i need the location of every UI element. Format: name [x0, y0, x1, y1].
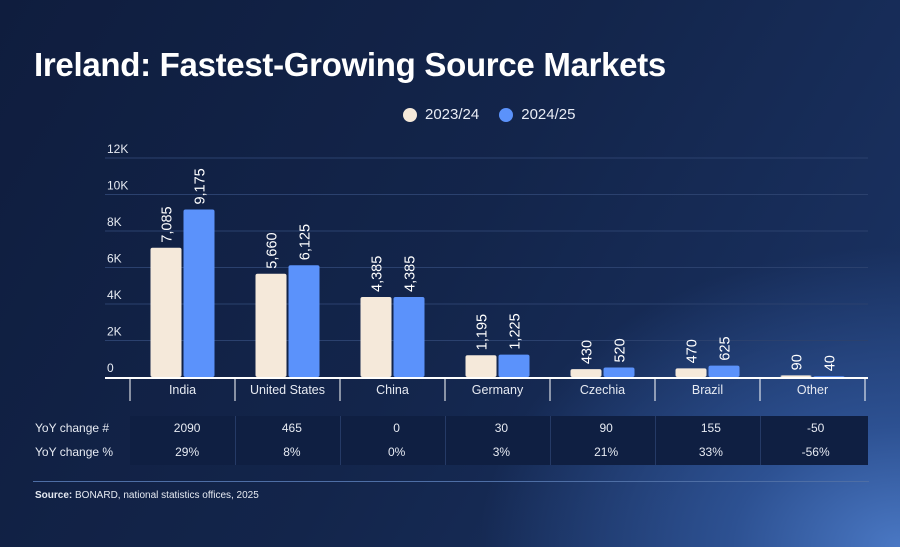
table-column-divider — [760, 416, 761, 465]
bar — [150, 247, 182, 377]
bar — [708, 365, 740, 377]
y-tick-label: 12K — [107, 142, 128, 156]
data-label: 4,385 — [403, 256, 419, 292]
table-column-divider — [445, 416, 446, 465]
data-label: 4,385 — [370, 256, 386, 292]
bar — [360, 296, 392, 377]
data-label: 9,175 — [193, 168, 209, 204]
table-cell: 21% — [594, 445, 619, 459]
table-row: YoY change # 2090 465 0 30 90 155 -50 — [30, 416, 868, 440]
data-label: 6,125 — [298, 224, 314, 260]
data-label: 625 — [718, 336, 734, 360]
table-cell: 0 — [393, 421, 400, 435]
table-column-divider — [550, 416, 551, 465]
table-cell: 2090 — [173, 421, 201, 435]
table-cell: -50 — [806, 421, 825, 435]
data-label: 40 — [823, 355, 839, 371]
data-label: 90 — [790, 354, 806, 370]
bar — [570, 369, 602, 377]
data-label: 520 — [613, 338, 629, 362]
x-tick-label: Brazil — [692, 383, 723, 397]
table-cell: 0% — [387, 445, 406, 459]
bar — [498, 354, 530, 377]
table-cell: 155 — [700, 421, 721, 435]
table-background — [130, 416, 868, 465]
data-label: 5,660 — [265, 232, 281, 268]
bar — [288, 265, 320, 377]
source-note: Source: BONARD, national statistics offi… — [35, 490, 259, 501]
table-cell: 29% — [175, 445, 200, 459]
y-tick-label: 10K — [107, 179, 128, 193]
y-tick-label: 6K — [107, 252, 122, 266]
row-label: YoY change # — [35, 421, 110, 435]
bar — [183, 209, 215, 377]
bar — [813, 376, 845, 377]
table-cell: 30 — [494, 421, 509, 435]
data-label: 1,225 — [508, 313, 524, 349]
bar — [393, 296, 425, 377]
legend-swatch — [403, 107, 417, 122]
table-cell: 465 — [281, 421, 302, 435]
table-cell: 3% — [492, 445, 511, 459]
table-row: YoY change % 29% 8% 0% 3% 21% 33% -56% — [30, 440, 868, 464]
source-label: Source: — [35, 490, 73, 501]
legend: 2023/24 2024/25 — [403, 106, 575, 123]
table-cell: 33% — [698, 445, 723, 459]
data-label: 7,085 — [160, 206, 176, 242]
table-column-divider — [655, 416, 656, 465]
table-column-divider — [340, 416, 341, 465]
table-cell: 90 — [599, 421, 613, 435]
chart-title: Ireland: Fastest-Growing Source Markets — [34, 46, 666, 83]
y-tick-label: 8K — [107, 215, 122, 229]
legend-item-2023-24: 2023/24 — [403, 106, 479, 123]
x-tick-label: Czechia — [580, 383, 625, 397]
bar — [603, 367, 635, 377]
bar — [255, 273, 287, 377]
source-text: BONARD, national statistics offices, 202… — [72, 490, 259, 501]
legend-swatch — [499, 107, 514, 122]
table-column-divider — [235, 416, 236, 465]
x-tick-label: Germany — [472, 383, 524, 397]
y-tick-label: 0 — [107, 361, 114, 375]
divider — [33, 481, 869, 482]
x-tick-label: Other — [797, 383, 828, 397]
bar — [780, 375, 812, 377]
bar — [675, 368, 707, 377]
legend-label: 2024/25 — [521, 106, 576, 123]
yoy-table: YoY change # 2090 465 0 30 90 155 -50 Yo… — [30, 416, 868, 465]
table-cell: 8% — [283, 445, 301, 459]
row-label: YoY change % — [35, 445, 114, 459]
data-label: 1,195 — [475, 314, 491, 350]
legend-label: 2023/24 — [425, 106, 480, 123]
x-tick-label: India — [169, 383, 196, 397]
data-label: 430 — [580, 340, 596, 364]
bar — [465, 355, 497, 377]
y-tick-label: 4K — [107, 288, 122, 302]
legend-item-2024-25: 2024/25 — [499, 106, 575, 123]
data-label: 470 — [685, 339, 701, 363]
x-tick-label: United States — [250, 383, 325, 397]
y-tick-label: 2K — [107, 325, 122, 339]
table-cell: -56% — [801, 445, 830, 459]
x-tick-label: China — [376, 383, 409, 397]
bar-chart: 0 2K 4K 6K 8K 10K 12K India 7,085 9,175 United Sta… — [105, 142, 868, 397]
